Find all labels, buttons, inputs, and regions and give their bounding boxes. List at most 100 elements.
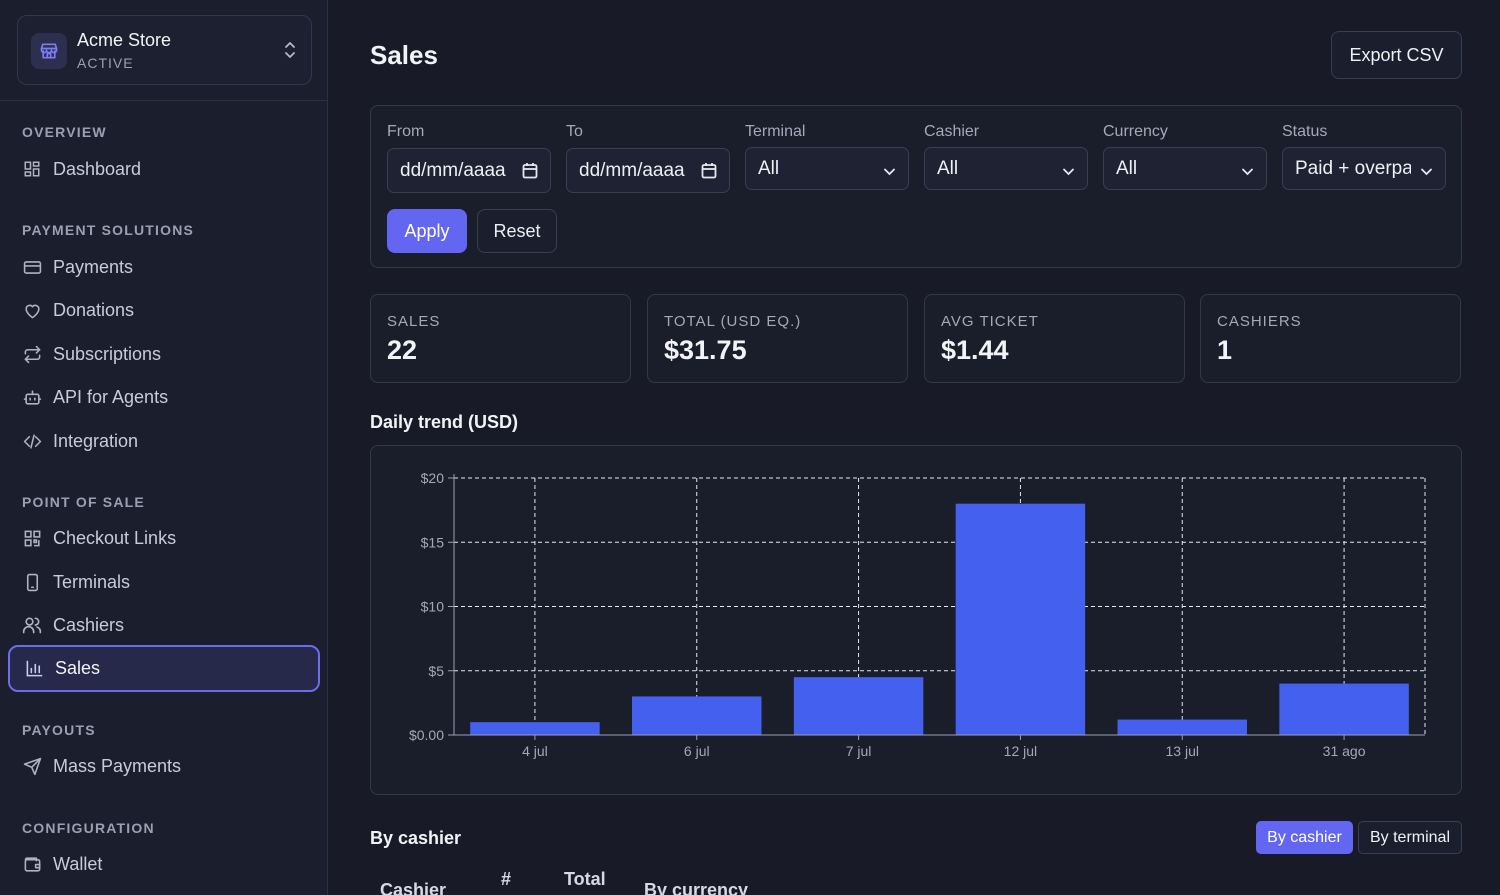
terminal-select-value: All (758, 157, 780, 179)
bar (632, 696, 762, 735)
bar (470, 722, 600, 735)
sidebar-item-label: Checkout Links (53, 527, 177, 548)
column-header-total[interactable]: Total (564, 869, 606, 889)
bar-chart-icon (24, 659, 44, 679)
terminal-select[interactable]: All (745, 147, 909, 190)
sidebar-item-subscriptions[interactable]: Subscriptions (8, 332, 320, 376)
sidebar-item-label: Dashboard (53, 158, 142, 179)
stat-card-avg-ticket: AVG TICKET $1.44 (924, 294, 1185, 383)
x-tick-label: 31 ago (1323, 743, 1366, 759)
chevron-down-icon (1420, 162, 1433, 184)
chevrons-up-down-icon (283, 39, 297, 66)
calendar-icon[interactable] (522, 162, 538, 185)
sidebar-item-terminals[interactable]: Terminals (8, 560, 320, 604)
to-date-input[interactable]: dd/mm/aaaa (566, 148, 730, 193)
wallet-icon (22, 854, 42, 874)
reset-button[interactable]: Reset (477, 209, 557, 253)
nav-section-configuration: CONFIGURATION (22, 820, 155, 836)
send-icon (22, 756, 42, 776)
sidebar-item-payments[interactable]: Payments (8, 245, 320, 289)
bar (955, 503, 1086, 735)
x-tick-label: 7 jul (846, 743, 872, 759)
stat-card-sales: SALES 22 (370, 294, 631, 383)
bot-icon (22, 387, 42, 407)
sidebar-item-label: Wallet (53, 853, 103, 874)
users-icon (22, 615, 42, 635)
sidebar-item-wallet[interactable]: Wallet (8, 842, 320, 886)
to-date-value: dd/mm/aaaa (579, 159, 685, 181)
sidebar-item-label: Cashiers (53, 614, 125, 635)
x-tick-label: 4 jul (522, 743, 548, 759)
bar (1279, 683, 1409, 735)
y-tick-label: $20 (421, 470, 445, 486)
grid-icon (22, 159, 42, 179)
sidebar-item-integration[interactable]: Integration (8, 419, 320, 463)
page-title: Sales (370, 40, 438, 70)
heart-icon (22, 300, 42, 320)
nav-section-payment-solutions: PAYMENT SOLUTIONS (22, 222, 195, 238)
from-date-input[interactable]: dd/mm/aaaa (387, 148, 551, 193)
from-date-value: dd/mm/aaaa (400, 159, 506, 181)
stat-value: $1.44 (941, 335, 1009, 365)
tab-by-cashier[interactable]: By cashier (1256, 821, 1353, 854)
nav-section-overview: OVERVIEW (22, 124, 107, 140)
stat-label: SALES (387, 313, 441, 330)
currency-select[interactable]: All (1103, 147, 1267, 190)
sidebar-item-cashiers[interactable]: Cashiers (8, 603, 320, 647)
currency-select-value: All (1116, 157, 1138, 179)
chevron-down-icon (883, 162, 896, 184)
sidebar-item-label: Mass Payments (53, 755, 182, 776)
status-label: Status (1282, 123, 1328, 140)
status-select-value: Paid + overpa (1295, 157, 1411, 179)
currency-label: Currency (1103, 123, 1168, 140)
stat-value: $31.75 (664, 335, 747, 365)
status-select[interactable]: Paid + overpa (1282, 147, 1446, 190)
calendar-icon[interactable] (701, 162, 717, 185)
tab-by-terminal[interactable]: By terminal (1358, 821, 1462, 854)
credit-card-icon (22, 257, 42, 277)
daily-trend-chart: $0.00 $5 $10 $15 $20 4 jul 6 jul 7 jul 12 jul 13 … (370, 445, 1462, 795)
repeat-icon (22, 344, 42, 364)
store-name: Acme Store (77, 30, 172, 50)
column-header-count[interactable]: # (501, 869, 512, 889)
stat-value: 1 (1217, 335, 1233, 365)
sidebar-item-dashboard[interactable]: Dashboard (8, 147, 320, 191)
y-tick-label: $15 (421, 534, 445, 550)
chevron-down-icon (1062, 162, 1075, 184)
to-label: To (566, 123, 583, 140)
sidebar-item-label: Donations (53, 299, 135, 320)
terminal-label: Terminal (745, 123, 806, 140)
sidebar-item-label: API for Agents (53, 386, 169, 407)
sidebar-item-api-for-agents[interactable]: API for Agents (8, 375, 320, 419)
column-header-cashier[interactable]: Cashier (380, 880, 447, 895)
filters-panel: From dd/mm/aaaa To dd/mm/aaaa Terminal A… (370, 105, 1462, 268)
sidebar-item-mass-payments[interactable]: Mass Payments (8, 744, 320, 788)
sidebar-item-label: Payments (53, 256, 134, 277)
sidebar-item-label: Subscriptions (53, 343, 162, 364)
cashier-select[interactable]: All (924, 147, 1088, 190)
chart-title: Daily trend (USD) (370, 412, 519, 432)
cashier-label: Cashier (924, 123, 980, 140)
sidebar-item-sales[interactable]: Sales (8, 645, 320, 692)
sidebar-divider (0, 100, 328, 101)
chevron-down-icon (1241, 162, 1254, 184)
bar (793, 677, 924, 735)
export-csv-button[interactable]: Export CSV (1331, 31, 1462, 79)
stat-value: 22 (387, 335, 418, 365)
sidebar-item-checkout-links[interactable]: Checkout Links (8, 516, 320, 560)
stat-label: AVG TICKET (941, 313, 1039, 330)
apply-button[interactable]: Apply (387, 209, 467, 253)
nav-section-point-of-sale: POINT OF SALE (22, 494, 145, 510)
nav-section-payouts: PAYOUTS (22, 722, 96, 738)
cashier-select-value: All (937, 157, 959, 179)
store-status: ACTIVE (77, 55, 134, 71)
stat-label: CASHIERS (1217, 313, 1302, 330)
sidebar-item-label: Integration (53, 430, 139, 451)
bar (1117, 719, 1247, 735)
sidebar-item-donations[interactable]: Donations (8, 288, 320, 332)
sidebar-item-label: Terminals (53, 571, 131, 592)
store-icon (31, 33, 67, 69)
column-header-by-currency[interactable]: By currency (644, 880, 749, 895)
x-tick-label: 6 jul (684, 743, 710, 759)
store-switcher[interactable]: Acme Store ACTIVE (17, 15, 312, 85)
